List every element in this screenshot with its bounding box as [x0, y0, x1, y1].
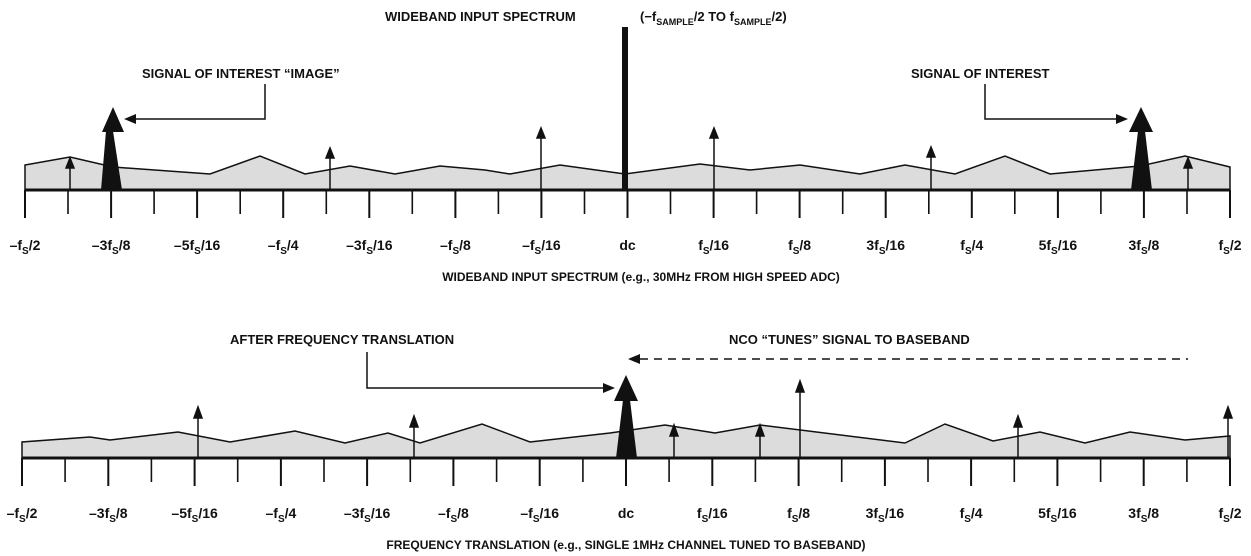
top-arrow-1	[64, 155, 76, 190]
top-tick-label: –fS/4	[268, 237, 299, 257]
signal-of-interest-label: SIGNAL OF INTEREST	[911, 66, 1049, 81]
top-tick-label: dc	[619, 237, 636, 253]
top-dc-spectrum-bar	[622, 27, 628, 190]
bottom-tick-label: 3fS/16	[866, 505, 905, 525]
top-tick-label: –5fS/16	[174, 237, 221, 257]
bottom-arrow-3	[668, 422, 680, 458]
bottom-translated-signal-head	[614, 375, 638, 401]
signal-callout	[984, 84, 1128, 124]
top-arrow-3	[535, 125, 547, 190]
image-label: SIGNAL OF INTEREST “IMAGE”	[142, 66, 340, 81]
bottom-tick-label: fS/4	[960, 505, 983, 525]
translation-callout	[366, 352, 615, 393]
top-tick-label: –fS/16	[522, 237, 561, 257]
bottom-tick-label: –fS/4	[265, 505, 296, 525]
top-image-signal-head	[102, 107, 124, 132]
top-tick-label: fS/16	[698, 237, 729, 257]
bottom-spurious-arrows	[192, 378, 1234, 458]
top-axis-ticks	[24, 190, 1231, 218]
image-callout	[124, 84, 266, 124]
top-tick-label: fS/8	[788, 237, 811, 257]
bottom-tick-label: –fS/16	[520, 505, 559, 525]
top-arrow-4	[708, 125, 720, 190]
after-translation-label: AFTER FREQUENCY TRANSLATION	[230, 332, 454, 347]
bottom-tick-label: 3fS/8	[1128, 505, 1159, 525]
bottom-tick-label: dc	[618, 505, 635, 521]
top-title: WIDEBAND INPUT SPECTRUM	[385, 9, 576, 24]
top-tick-label: 3fS/16	[866, 237, 905, 257]
bottom-arrow-6	[1012, 413, 1024, 458]
top-tick-label: –3fS/8	[92, 237, 131, 257]
top-panel: WIDEBAND INPUT SPECTRUM (−fSAMPLE/2 TO f…	[10, 9, 1242, 284]
top-spurious-arrows	[64, 125, 1194, 190]
bottom-arrow-7	[1222, 404, 1234, 458]
top-tick-labels: –fS/2 –3fS/8 –5fS/16 –fS/4 –3fS/16 –fS/8 –fS/1…	[10, 237, 1242, 257]
bottom-arrow-2	[408, 413, 420, 458]
bottom-caption: FREQUENCY TRANSLATION (e.g., SINGLE 1MHz…	[386, 538, 865, 552]
top-tick-label: 5fS/16	[1039, 237, 1078, 257]
top-signal-of-interest-peak	[1131, 131, 1152, 190]
bottom-arrow-4	[754, 422, 766, 458]
top-tick-label: fS/4	[960, 237, 983, 257]
bottom-tick-labels: –fS/2 –3fS/8 –5fS/16 –fS/4 –3fS/16 –fS/8 –fS/1…	[7, 505, 1242, 525]
bottom-tick-label: –5fS/16	[171, 505, 218, 525]
top-image-signal-peak	[101, 131, 122, 190]
top-signal-of-interest-head	[1129, 107, 1153, 132]
nco-label: NCO “TUNES” SIGNAL TO BASEBAND	[729, 332, 970, 347]
nco-tuning-arrow	[628, 354, 1188, 364]
bottom-tick-label: –3fS/8	[89, 505, 128, 525]
top-title-range: (−fSAMPLE/2 TO fSAMPLE/2)	[640, 9, 787, 27]
top-arrow-5	[925, 144, 937, 190]
top-tick-label: –3fS/16	[346, 237, 393, 257]
bottom-arrow-1	[192, 404, 204, 458]
bottom-tick-label: fS/2	[1218, 505, 1241, 525]
top-arrow-2	[324, 145, 336, 190]
bottom-translated-signal-peak	[616, 400, 637, 458]
bottom-tick-label: fS/8	[787, 505, 810, 525]
top-caption: WIDEBAND INPUT SPECTRUM (e.g., 30MHz FRO…	[442, 270, 840, 284]
bottom-axis-ticks	[21, 458, 1231, 486]
bottom-tick-label: –3fS/16	[344, 505, 391, 525]
bottom-tick-label: fS/16	[697, 505, 728, 525]
bottom-tick-label: –fS/2	[7, 505, 38, 525]
top-tick-label: –fS/2	[10, 237, 41, 257]
bottom-tick-label: 5fS/16	[1038, 505, 1077, 525]
bottom-panel: AFTER FREQUENCY TRANSLATION NCO “TUNES” …	[7, 332, 1242, 552]
top-tick-label: fS/2	[1218, 237, 1241, 257]
top-tick-label: 3fS/8	[1128, 237, 1159, 257]
top-arrow-6	[1182, 155, 1194, 190]
bottom-arrow-5	[794, 378, 806, 458]
top-tick-label: –fS/8	[440, 237, 471, 257]
bottom-tick-label: –fS/8	[438, 505, 469, 525]
